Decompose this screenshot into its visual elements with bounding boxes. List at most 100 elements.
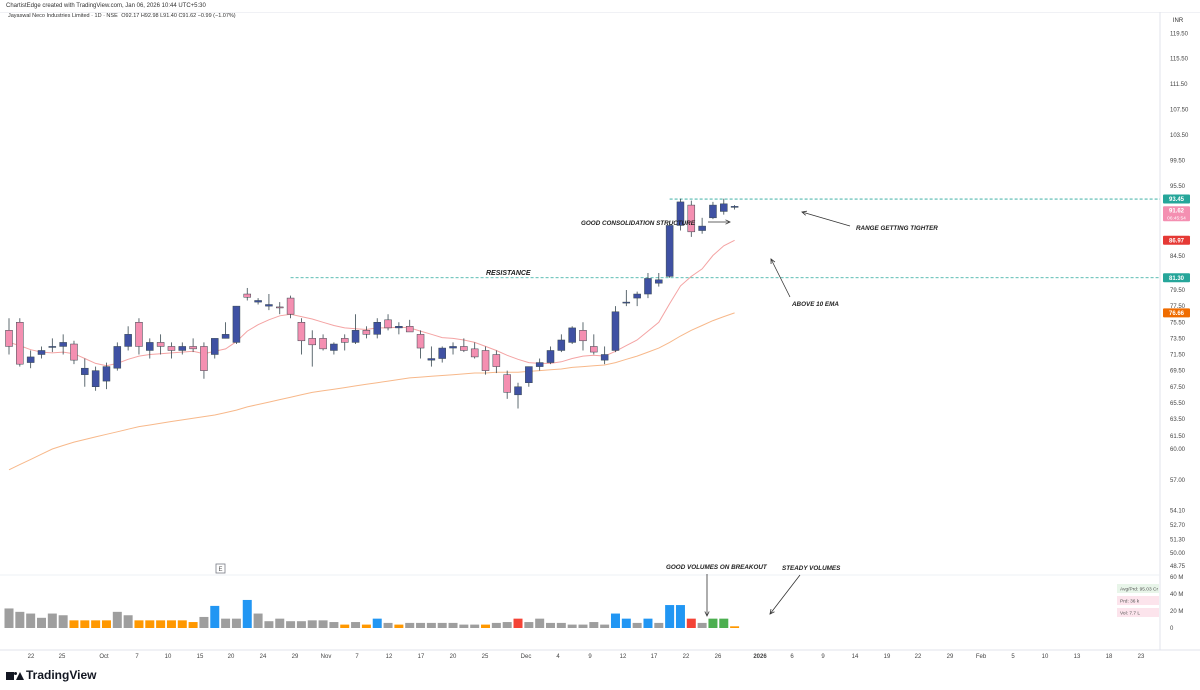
x-tick-label: 22 [28,654,35,660]
symbol-info-bar: Jayaswal Neco Industries Limited · 1D · … [8,13,238,19]
price-label-box [1163,273,1190,283]
volume-legend-box [1117,608,1159,617]
y-tick-label: 50.00 [1170,551,1186,557]
candle-body [687,204,696,233]
annotation-arrow-ema-head [770,258,776,265]
volume-bar [578,624,588,628]
candle-body [81,367,89,375]
candle-body [460,346,468,351]
candle-body [546,350,555,363]
candle-body [243,293,252,298]
volume-bar [675,605,685,628]
volume-bar [231,618,241,628]
volume-bar [426,622,436,628]
volume-bar [69,620,79,628]
volume-bar [459,624,469,628]
volume-bar [589,622,599,628]
x-tick-label: 29 [947,654,954,660]
candlestick-chart[interactable]: INR123.50119.50115.50111.50107.50103.509… [0,6,1200,662]
y-tick-label: 48.75 [1170,564,1186,570]
volume-bar [318,620,328,628]
candle-body [189,346,197,350]
candle-body [102,366,111,382]
y-tick-label: 119.50 [1170,31,1189,37]
annotation-resistance: RESISTANCE [486,270,531,277]
volume-bar [199,616,209,628]
volume-bar [15,611,25,628]
y-tick-label: 73.50 [1170,336,1186,342]
brand-name: TradingView [26,668,97,682]
volume-bar [275,618,285,628]
volume-tick-label: 40 M [1170,592,1183,598]
volume-bar [535,618,545,628]
volume-bar [340,624,350,628]
volume-bar [361,624,371,628]
volume-bar [491,622,501,628]
candle-body [557,339,566,351]
candle-body [568,327,576,343]
candle-body [16,322,24,365]
candle-body [330,343,338,351]
volume-bar [372,618,382,628]
volume-bar [188,622,198,628]
candle-body [633,293,641,299]
candle-body [351,330,360,343]
x-tick-label: 10 [1042,654,1049,660]
x-tick-label: Dec [521,654,532,660]
candle-body [655,279,663,284]
volume-bar [708,618,718,628]
volume-bar [26,613,36,628]
candle-body [308,338,316,346]
candle-body [135,322,143,347]
volume-bar [730,626,740,628]
volume-legend-box [1117,584,1159,593]
price-label-subtext: 06:45:54 [1167,216,1186,222]
volume-bar [177,620,187,628]
volume-bar [610,613,620,628]
candle-body [254,300,262,303]
y-tick-label: 115.50 [1170,57,1189,63]
x-tick-label: 24 [260,654,267,660]
candle-body [427,358,436,361]
volume-bar [632,622,642,628]
annotation-arrow-steady [769,574,801,615]
annotation-arrow-steady-head [769,609,775,615]
tradingview-logo[interactable]: TradingView [6,668,96,682]
event-marker-box [215,563,226,574]
annotation-steady-volumes: STEADY VOLUMES [782,565,841,572]
annotation-arrow-range [801,211,851,227]
x-tick-label: 9 [588,654,592,660]
candle-body [492,354,501,367]
candle-body [146,342,154,351]
ohlc-readout: O92.17 H92.98 L91.40 C91.62 −0.99 (−1.07… [121,13,236,19]
candle-body [340,338,349,343]
volume-bar [221,618,231,628]
volume-bar [405,622,415,628]
candle-body [37,350,46,355]
volume-bar [329,622,339,628]
volume-bar [437,622,447,628]
volume-bar [502,622,512,628]
candle-body [665,225,674,277]
volume-bar [643,618,653,628]
candle-body [730,206,739,208]
candle-body [590,346,598,353]
x-tick-label: 12 [386,654,393,660]
candle-body [438,347,446,359]
x-tick-label: 20 [450,654,457,660]
x-tick-label: 12 [620,654,627,660]
volume-bar [242,599,252,628]
chart-frame[interactable]: INR123.50119.50115.50111.50107.50103.509… [0,6,1200,662]
x-tick-label: 7 [135,654,139,660]
volume-bar [416,622,426,628]
volume-bar [253,613,263,628]
price-label-text: 86.97 [1169,238,1185,244]
candle-body [297,322,306,342]
candle-body [70,343,78,361]
volume-bar [524,622,534,628]
brand-bar [0,662,1200,690]
volume-bar [156,620,166,628]
candle-body [514,386,522,396]
y-tick-label: 52.70 [1170,523,1186,529]
candle-body [211,338,219,355]
